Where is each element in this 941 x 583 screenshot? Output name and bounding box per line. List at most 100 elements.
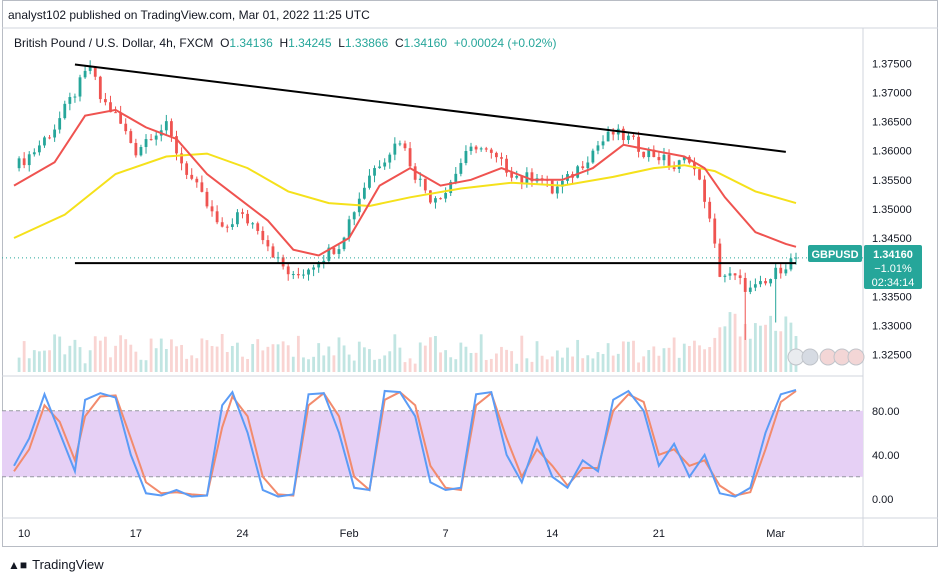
volume-bar xyxy=(505,349,508,372)
candle-body xyxy=(596,145,600,151)
tradingview-logo-icon: ▲■ xyxy=(8,557,28,572)
volume-bar xyxy=(611,355,615,372)
candle-body xyxy=(124,123,128,132)
stoch-axis-tick: 40.00 xyxy=(872,450,900,462)
volume-bar xyxy=(652,346,656,372)
event-flags[interactable] xyxy=(787,348,865,366)
candle-body xyxy=(667,154,671,168)
volume-bar xyxy=(170,339,173,372)
volume-bar xyxy=(738,336,742,372)
us-flag-icon-2[interactable] xyxy=(801,348,819,366)
volume-bar xyxy=(27,358,31,372)
volume-bar xyxy=(291,356,295,372)
volume-bar xyxy=(759,325,762,372)
volume-bar xyxy=(540,355,544,372)
volume-bar xyxy=(545,359,549,372)
volume-bar xyxy=(322,355,326,372)
volume-bar xyxy=(581,358,585,372)
volume-bar xyxy=(428,337,432,372)
candle-body xyxy=(500,157,503,159)
candle-body xyxy=(713,218,717,244)
volume-bar xyxy=(748,338,752,372)
volume-bar xyxy=(276,344,280,372)
volume-bar xyxy=(469,353,473,372)
candle-body xyxy=(586,162,590,169)
volume-bar xyxy=(175,346,178,372)
candle-body xyxy=(312,267,315,270)
candle-body xyxy=(621,128,625,141)
volume-bar xyxy=(662,348,666,372)
candle-body xyxy=(281,257,285,267)
volume-bar xyxy=(632,340,635,372)
descending-trendline xyxy=(74,63,786,153)
candle-body xyxy=(378,166,382,169)
volume-bar xyxy=(43,350,46,372)
price-tag-countdown: 02:34:14 xyxy=(872,277,915,289)
volume-bar xyxy=(225,352,229,372)
volume-bar xyxy=(317,343,321,372)
low-value: 1.33866 xyxy=(344,36,389,50)
volume-bar xyxy=(728,312,732,372)
candle-body xyxy=(144,139,148,148)
volume-bar xyxy=(418,342,422,372)
volume-bar xyxy=(464,346,468,372)
candle-body xyxy=(423,178,427,191)
volume-bar xyxy=(616,353,620,372)
candle-body xyxy=(286,266,290,275)
volume-bar xyxy=(312,356,315,372)
stoch-axis-tick: 0.00 xyxy=(872,494,893,506)
volume-bar xyxy=(180,344,183,372)
candle-body xyxy=(170,121,173,137)
publish-info: analyst102 published on TradingView.com,… xyxy=(8,8,370,22)
volume-bar xyxy=(58,336,62,372)
candle-body xyxy=(27,154,31,166)
candle-body xyxy=(307,269,310,275)
candle-body xyxy=(22,158,26,166)
volume-bar xyxy=(789,322,793,372)
candle-body xyxy=(175,136,178,154)
candle-body xyxy=(510,172,514,178)
candle-body xyxy=(398,143,402,145)
price-axis-tick: 1.33000 xyxy=(872,320,912,332)
time-axis-tick: 21 xyxy=(653,528,665,540)
volume-bar xyxy=(17,357,21,372)
candle-body xyxy=(748,287,752,292)
volume-bar xyxy=(332,355,336,372)
volume-bar xyxy=(261,350,265,372)
close-label: C xyxy=(394,36,404,50)
tradingview-brand[interactable]: ▲■ TradingView xyxy=(8,557,104,572)
stoch-axis-tick: 80.00 xyxy=(872,406,900,418)
candle-body xyxy=(368,175,371,188)
uk-flag-icon-3[interactable] xyxy=(847,348,865,366)
candle-body xyxy=(241,212,244,214)
candle-body xyxy=(73,96,77,98)
price-chart[interactable]: 1.37500 1.37000 1.36500 1.36000 1.35500 1.350… xyxy=(0,0,941,547)
volume-bar xyxy=(561,357,564,372)
candle-body xyxy=(439,198,442,200)
price-tag-change: −1.01% xyxy=(874,263,912,275)
candle-body xyxy=(464,151,468,164)
volume-bar xyxy=(205,340,209,372)
symbol-title: British Pound / U.S. Dollar, 4h, FXCM xyxy=(14,36,214,50)
candle-body xyxy=(220,222,224,227)
time-axis-tick: Mar xyxy=(766,528,785,540)
volume-bar xyxy=(403,362,407,372)
volume-bar xyxy=(591,358,595,372)
volume-bar xyxy=(637,362,640,372)
candle-body xyxy=(418,178,422,180)
candle-body xyxy=(591,150,595,163)
volume-bar xyxy=(657,355,661,372)
stoch-band xyxy=(2,410,863,477)
chart-frame xyxy=(2,0,938,547)
candle-body xyxy=(677,160,681,169)
candle-body xyxy=(708,201,712,219)
volume-bar xyxy=(195,358,199,372)
volume-bar xyxy=(342,345,346,372)
volume-bar xyxy=(413,363,417,372)
candle-body xyxy=(63,103,67,119)
volume-bar xyxy=(753,323,757,372)
candle-body xyxy=(83,70,87,78)
volume-bar xyxy=(672,337,676,372)
volume-bar xyxy=(677,357,681,372)
price-tag-bg xyxy=(864,245,922,289)
